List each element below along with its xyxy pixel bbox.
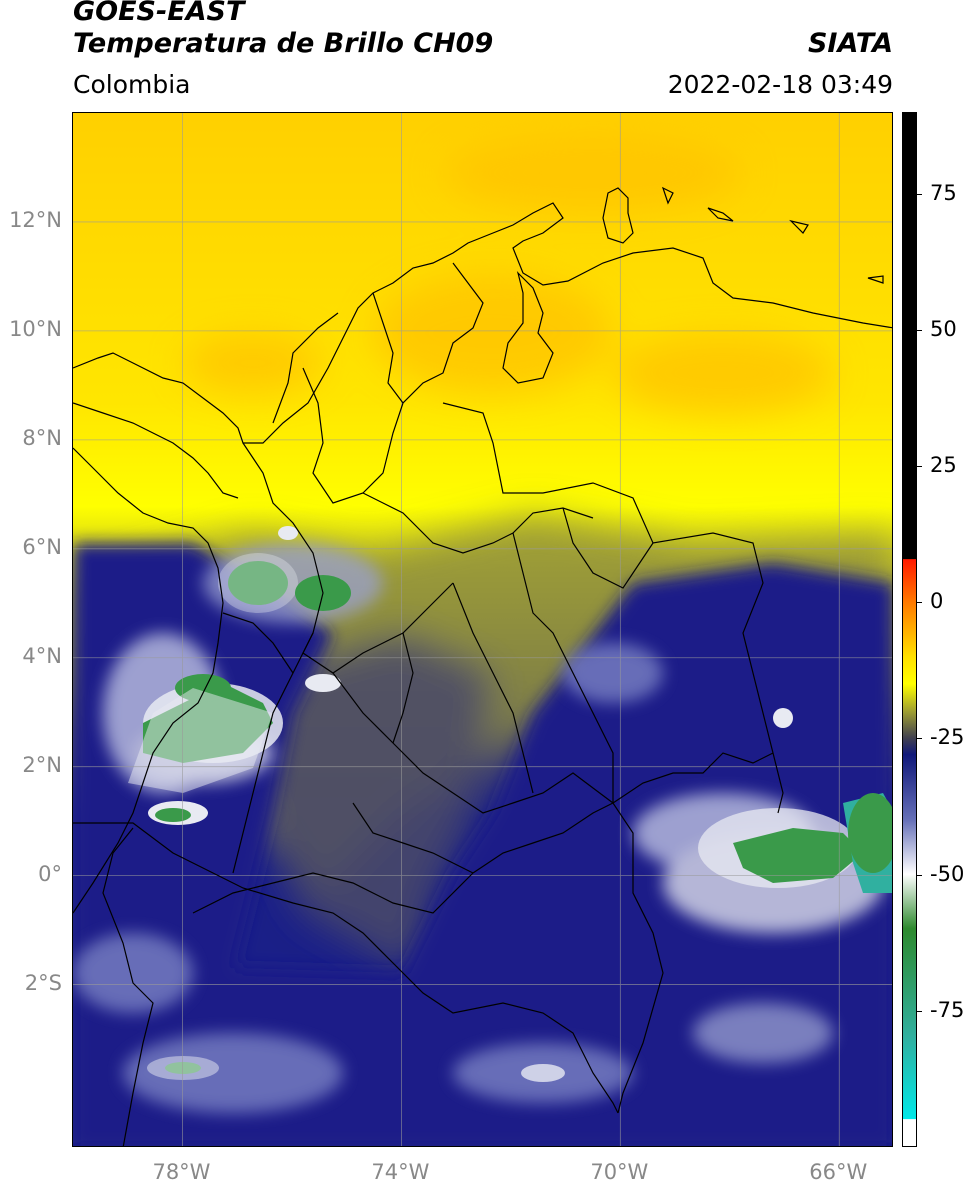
lon-tick-label: 70°W	[590, 1160, 649, 1184]
product-title: Temperatura de Brillo CH09	[73, 28, 494, 59]
lat-tick-label: 2°N	[22, 752, 62, 777]
lon-tick-label: 74°W	[371, 1160, 430, 1184]
colorbar-tick-label: -25	[930, 725, 965, 750]
lat-tick-label: 2°S	[24, 970, 62, 995]
peru-colombia-border	[192, 872, 474, 914]
island-east	[867, 275, 884, 284]
ecuador-coast-south	[102, 827, 154, 1146]
colorbar-tick	[917, 738, 922, 740]
organization-label: SIATA	[807, 28, 893, 59]
colorbar-tick	[917, 329, 922, 331]
colorbar	[902, 112, 917, 1147]
colorbar-tick-label: 75	[930, 180, 957, 205]
dept-border-4	[332, 672, 614, 814]
ecuador-peru-border	[73, 822, 619, 1114]
region-label: Colombia	[73, 70, 191, 99]
warm-patches	[183, 133, 833, 413]
colorbar-tick-label: -50	[930, 861, 965, 886]
dept-border-7	[272, 292, 404, 424]
colorbar-tick-label: 50	[930, 316, 957, 341]
dept-border-3	[362, 492, 594, 554]
map-canvas	[73, 113, 892, 1146]
caribbean-coast	[73, 202, 892, 444]
lat-tick-label: 12°N	[9, 207, 62, 232]
coastlines-borders	[73, 186, 892, 1146]
lat-tick-label: 6°N	[22, 534, 62, 559]
colorbar-tick	[917, 193, 922, 195]
lat-tick-label: 8°N	[22, 425, 62, 450]
colorbar-tick-label: 0	[930, 589, 944, 614]
colorbar-tick	[917, 1010, 922, 1012]
lat-tick-label: 4°N	[22, 643, 62, 668]
panama-border	[73, 402, 239, 499]
colorbar-tick	[917, 466, 922, 468]
dept-border-1	[302, 262, 484, 504]
colorbar-tick-label: -75	[930, 997, 965, 1022]
satellite-map[interactable]	[72, 112, 893, 1147]
brazil-border	[472, 752, 774, 1114]
dept-border-9	[512, 507, 654, 803]
pacific-coast	[73, 447, 224, 914]
venezuela-border	[442, 402, 784, 814]
lon-tick-label: 66°W	[809, 1160, 868, 1184]
dept-border-6	[392, 582, 534, 794]
lat-tick-label: 10°N	[9, 316, 62, 341]
product-agency-title: GOES-EAST	[73, 0, 245, 27]
lon-tick-label: 78°W	[152, 1160, 211, 1184]
convective-cells	[128, 526, 892, 1082]
colorbar-tick	[917, 602, 922, 604]
aruba-island	[602, 187, 634, 244]
colorbar-tick	[917, 874, 922, 876]
lake-maracaibo	[502, 271, 554, 384]
curacao-island	[661, 186, 809, 234]
datetime-label: 2022-02-18 03:49	[667, 70, 893, 99]
colorbar-tick-label: 25	[930, 453, 957, 478]
lat-tick-label: 0°	[38, 861, 62, 886]
dept-border-8	[222, 612, 474, 874]
